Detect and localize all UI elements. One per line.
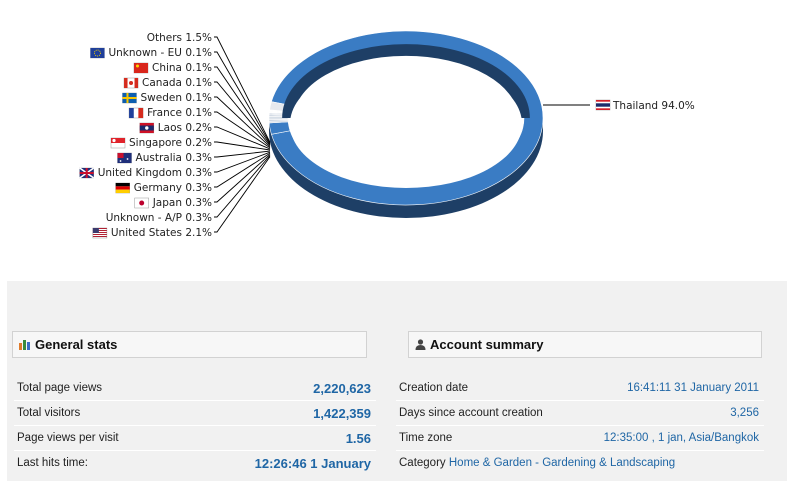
account-row-timezone: Time zone 12:35:00 , 1 jan, Asia/Bangkok [396, 426, 764, 451]
label-text-united-kingdom: United Kingdom 0.3% [98, 167, 212, 179]
general-stats-table: Total page views 2,220,623 Total visitor… [14, 376, 376, 476]
category-link[interactable]: Home & Garden - Gardening & Landscaping [448, 457, 676, 469]
label-text-canada: Canada 0.1% [142, 77, 212, 89]
stat-label: Page views per visit [17, 432, 119, 444]
thailand-flag [595, 99, 611, 111]
label-canada: Canada 0.1% [142, 77, 212, 89]
stat-label: Total visitors [17, 407, 81, 419]
traffic-by-country-chart: Others 1.5% Unknown - EU 0.1% China 0.1% Ca… [79, 30, 695, 239]
leader-line-united-states [214, 156, 271, 233]
stat-value: 12:26:46 1 January [254, 456, 371, 471]
us-flag [92, 227, 108, 239]
eu-flag [90, 47, 105, 59]
leader-line-others [214, 36, 271, 143]
germany-flag [115, 182, 130, 194]
laos-flag [139, 122, 155, 134]
japan-flag [134, 197, 149, 209]
label-others: Others 1.5% [147, 32, 212, 44]
label-germany: Germany 0.3% [134, 182, 212, 194]
leader-line-sweden [214, 96, 271, 148]
label-france: France 0.1% [147, 107, 212, 119]
label-japan: Japan 0.3% [152, 197, 212, 209]
label-text-united-states: United States 2.1% [111, 227, 212, 239]
stat-label: Total page views [17, 382, 103, 394]
label-australia: Australia 0.3% [136, 152, 212, 164]
stat-row-page-views: Total page views 2,220,623 [14, 376, 376, 401]
stat-value: 1,422,359 [313, 406, 371, 421]
sweden-flag [122, 92, 137, 104]
account-row-category: Category Home & Garden - Gardening & Lan… [396, 451, 764, 476]
stat-value: 1.56 [345, 431, 371, 446]
stat-row-visitors: Total visitors 1,422,359 [14, 401, 376, 426]
leader-line-unknown-eu [214, 51, 271, 144]
label-text-laos: Laos 0.2% [158, 122, 212, 134]
australia-flag [117, 152, 132, 164]
label-united-states: United States 2.1% [111, 227, 212, 239]
label-text-australia: Australia 0.3% [136, 152, 212, 164]
china-flag [133, 62, 149, 74]
account-row-creation-date: Creation date 16:41:11 31 January 2011 [396, 376, 764, 401]
leader-line-laos [214, 126, 271, 150]
leader-line-unknown-a-p [214, 155, 271, 218]
leader-line-germany [214, 152, 271, 188]
donut-chart-svg: Others 1.5% Unknown - EU 0.1% China 0.1% Ca… [79, 30, 695, 239]
leader-line-china [214, 66, 271, 145]
canada-flag [123, 77, 139, 89]
label-united-kingdom: United Kingdom 0.3% [98, 167, 212, 179]
label-text-germany: Germany 0.3% [134, 182, 212, 194]
category-label: Category [399, 457, 446, 469]
donut-hole-center [290, 60, 522, 188]
label-sweden: Sweden 0.1% [140, 92, 212, 104]
bar-chart-icon [19, 339, 31, 350]
leader-line-canada [214, 81, 271, 146]
user-icon [415, 339, 426, 350]
label-thailand: Thailand 94.0% [612, 100, 695, 112]
category-line: Category Home & Garden - Gardening & Lan… [399, 457, 675, 469]
stat-row-views-per-visit: Page views per visit 1.56 [14, 426, 376, 451]
general-stats-header: General stats [12, 331, 367, 358]
label-text-others: Others 1.5% [147, 32, 212, 44]
label-unknown-a-p: Unknown - A/P 0.3% [106, 212, 212, 224]
france-flag [128, 107, 144, 119]
stat-value: 2,220,623 [313, 381, 371, 396]
stat-row-last-hit: Last hits time: 12:26:46 1 January [14, 451, 376, 476]
label-unknown-eu: Unknown - EU 0.1% [108, 47, 212, 59]
account-value: 3,256 [730, 407, 759, 419]
account-value: 16:41:11 31 January 2011 [627, 382, 759, 394]
account-value: 12:35:00 , 1 jan, Asia/Bangkok [603, 432, 759, 444]
donut-hole-inner-wall [282, 44, 530, 119]
label-text-china: China 0.1% [152, 62, 212, 74]
label-text-unknown-eu: Unknown - EU 0.1% [108, 47, 212, 59]
singapore-flag [110, 137, 126, 149]
label-laos: Laos 0.2% [158, 122, 212, 134]
label-text-singapore: Singapore 0.2% [129, 137, 212, 149]
leader-line-singapore [214, 141, 271, 151]
account-summary-title: Account summary [430, 337, 544, 352]
uk-flag [79, 167, 95, 179]
account-summary-table: Creation date 16:41:11 31 January 2011 D… [396, 376, 764, 476]
stats-section: General stats Account summary Total page… [7, 281, 787, 481]
label-text-japan: Japan 0.3% [152, 197, 212, 209]
account-label: Creation date [399, 382, 469, 394]
account-label: Days since account creation [399, 407, 543, 419]
label-text-unknown-a-p: Unknown - A/P 0.3% [106, 212, 212, 224]
account-summary-header: Account summary [408, 331, 762, 358]
leader-line-australia [214, 150, 271, 158]
leader-line-france [214, 111, 271, 149]
general-stats-title: General stats [35, 337, 118, 352]
leader-line-japan [214, 154, 271, 203]
account-row-days: Days since account creation 3,256 [396, 401, 764, 426]
label-china: China 0.1% [152, 62, 212, 74]
label-singapore: Singapore 0.2% [129, 137, 212, 149]
leader-line-united-kingdom [214, 151, 271, 173]
label-text-france: France 0.1% [147, 107, 212, 119]
label-text-thailand: Thailand 94.0% [612, 100, 695, 112]
account-label: Time zone [399, 432, 453, 444]
stat-label: Last hits time: [17, 457, 88, 469]
label-text-sweden: Sweden 0.1% [140, 92, 212, 104]
